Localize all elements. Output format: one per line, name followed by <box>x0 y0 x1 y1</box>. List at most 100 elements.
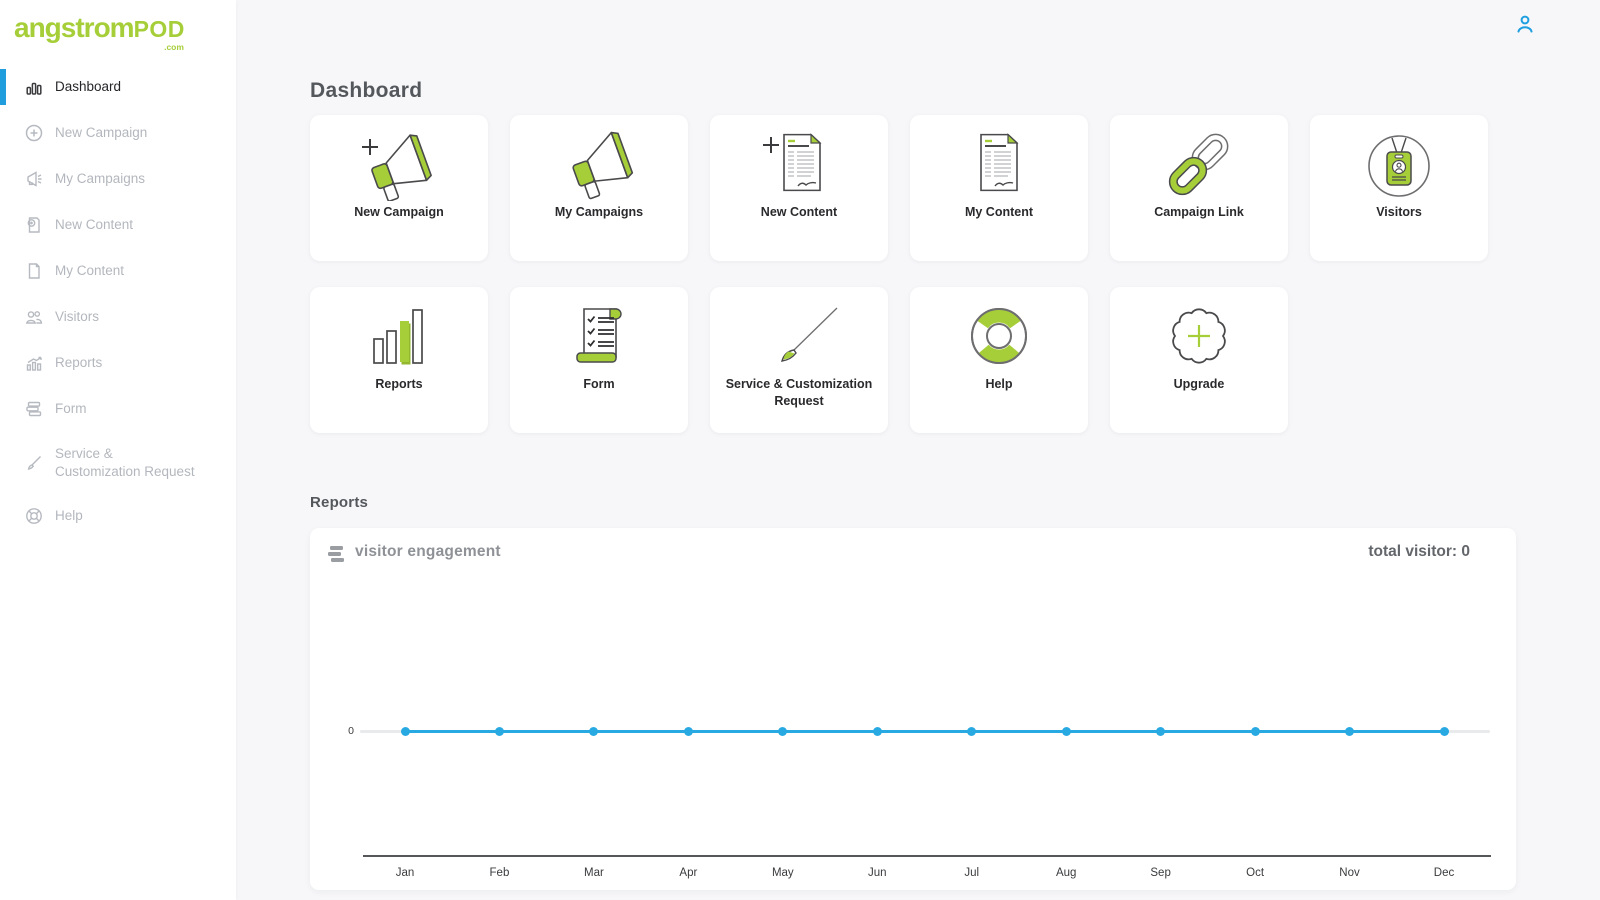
brand-tld: .com <box>164 41 184 52</box>
card-service-customization-request[interactable]: Service & Customization Request <box>710 287 888 433</box>
sidebar-item-label: My Content <box>55 263 125 279</box>
card-visitors[interactable]: Visitors <box>1310 115 1488 261</box>
chart-point <box>1439 726 1449 736</box>
document-icon <box>28 263 40 279</box>
sidebar-item-label: New Campaign <box>55 125 148 141</box>
card-upgrade[interactable]: Upgrade <box>1110 287 1288 433</box>
chain-link-icon <box>1168 133 1229 196</box>
bar-chart-icon <box>373 309 423 365</box>
megaphone-plus-icon <box>362 134 432 201</box>
brand-name-suffix: POD <box>133 16 185 42</box>
sidebar-item-label: My Campaigns <box>55 171 146 187</box>
card-my-campaigns[interactable]: My Campaigns <box>510 115 688 261</box>
chart-bars-icon <box>26 356 42 371</box>
checklist-scroll-icon <box>576 308 622 363</box>
chart-point <box>589 726 599 736</box>
sidebar: angstromPOD .com Dashboard New Campaign … <box>0 0 236 900</box>
seal-plus-icon <box>1172 308 1226 364</box>
chart-point <box>1061 726 1071 736</box>
chart-point <box>967 726 977 736</box>
chart-point <box>494 726 504 736</box>
card-label: My Content <box>964 205 1034 219</box>
visitor-engagement-panel: visitor engagement total visitor: 0 0 Ja… <box>310 528 1516 890</box>
chart-x-label: May <box>771 867 794 879</box>
card-new-campaign[interactable]: New Campaign <box>310 115 488 261</box>
chart-x-label: Mar <box>584 867 604 879</box>
chart-y-tick: 0 <box>348 725 354 737</box>
chart-point <box>1250 726 1260 736</box>
dashboard-card-grid: New Campaign My Campaigns New Content <box>310 115 1490 433</box>
brush-icon <box>27 455 41 470</box>
sidebar-item-dashboard[interactable]: Dashboard <box>0 64 236 110</box>
sidebar-item-new-content[interactable]: New Content <box>0 202 236 248</box>
chart-x-label: Nov <box>1339 867 1360 879</box>
sidebar-item-label: Reports <box>55 355 103 371</box>
sidebar-item-label: Dashboard <box>55 79 122 95</box>
chart-x-label: Sep <box>1150 867 1171 879</box>
sidebar-item-service-customization-request[interactable]: Service & Customization Request <box>0 432 236 493</box>
document-plus-icon <box>763 133 822 192</box>
megaphone-icon <box>572 131 634 200</box>
sidebar-item-my-content[interactable]: My Content <box>0 248 236 294</box>
sidebar-item-new-campaign[interactable]: New Campaign <box>0 110 236 156</box>
sidebar-nav: Dashboard New Campaign My Campaigns New … <box>0 64 236 539</box>
chart-point <box>1156 726 1166 736</box>
sidebar-item-visitors[interactable]: Visitors <box>0 294 236 340</box>
chart-line <box>405 730 1444 733</box>
card-label: Upgrade <box>1173 377 1225 391</box>
card-label: My Campaigns <box>554 205 644 219</box>
user-account-button[interactable] <box>1513 12 1537 36</box>
chart-point <box>683 726 693 736</box>
megaphone-icon <box>27 171 42 187</box>
sidebar-item-label: Visitors <box>55 309 100 325</box>
card-form[interactable]: Form <box>510 287 688 433</box>
id-badge-icon <box>1368 135 1430 197</box>
card-my-content[interactable]: My Content <box>910 115 1088 261</box>
brand-logo[interactable]: angstromPOD .com <box>14 12 185 51</box>
chart-point <box>1345 726 1355 736</box>
bar-chart-icon <box>26 82 42 95</box>
card-label: New Campaign <box>354 205 444 219</box>
sidebar-item-my-campaigns[interactable]: My Campaigns <box>0 156 236 202</box>
chart-baseline-tail <box>1444 730 1490 733</box>
card-campaign-link[interactable]: Campaign Link <box>1110 115 1288 261</box>
reports-section-title: Reports <box>310 494 369 511</box>
document-icon <box>980 133 1019 192</box>
brand-name: angstrom <box>14 12 135 43</box>
sidebar-item-label: New Content <box>55 217 134 233</box>
chart-menu-icon[interactable] <box>327 545 346 568</box>
chart-x-label: Feb <box>489 867 510 879</box>
person-icon <box>1517 15 1533 33</box>
sidebar-item-label: Form <box>55 401 87 417</box>
plus-circle-icon <box>25 124 43 142</box>
card-label: Campaign Link <box>1154 205 1244 219</box>
card-new-content[interactable]: New Content <box>710 115 888 261</box>
chart-x-label: Jan <box>395 867 415 879</box>
chart-x-label: Apr <box>679 867 698 879</box>
page-title: Dashboard <box>310 79 423 102</box>
brush-icon <box>781 307 838 362</box>
card-help[interactable]: Help <box>910 287 1088 433</box>
sidebar-item-label: Service & Customization Request <box>55 446 195 479</box>
chart-baseline-lead <box>360 730 405 733</box>
people-icon <box>25 311 43 324</box>
chart-point <box>778 726 788 736</box>
chart-point <box>872 726 882 736</box>
sidebar-item-label: Help <box>55 508 83 524</box>
card-label: Visitors <box>1376 205 1422 219</box>
card-reports[interactable]: Reports <box>310 287 488 433</box>
chart-x-label: Jul <box>964 867 980 879</box>
layers-icon <box>26 401 42 417</box>
chart-point <box>400 726 410 736</box>
card-label: New Content <box>760 205 838 219</box>
sidebar-item-form[interactable]: Form <box>0 386 236 432</box>
document-plus-icon <box>27 217 40 233</box>
card-label: Service & Customization Request <box>725 377 873 408</box>
total-visitor-count: total visitor: 0 <box>1368 543 1470 560</box>
chart-x-label: Oct <box>1246 867 1265 879</box>
chart-x-label: Jun <box>867 867 887 879</box>
card-label: Help <box>985 377 1013 391</box>
sidebar-item-help[interactable]: Help <box>0 493 236 539</box>
sidebar-item-reports[interactable]: Reports <box>0 340 236 386</box>
lifebuoy-icon <box>971 308 1027 364</box>
